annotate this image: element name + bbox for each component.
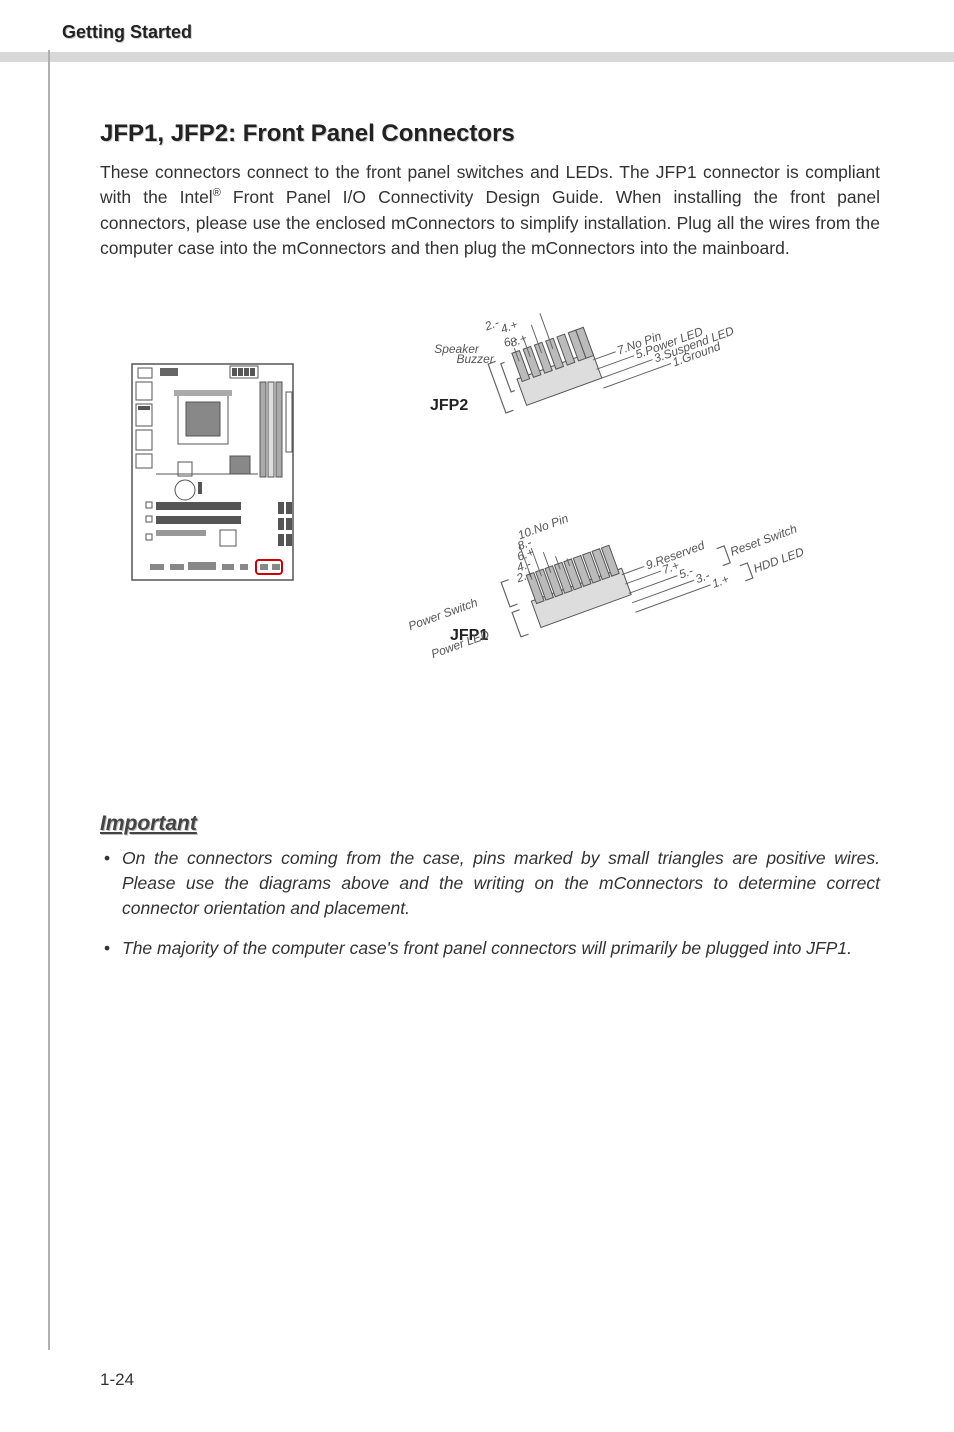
jfp1-power-switch: Power Switch	[406, 595, 479, 633]
svg-text:3.-: 3.-	[694, 568, 712, 586]
svg-text:1.+: 1.+	[710, 571, 731, 590]
svg-text:5.-: 5.-	[677, 563, 695, 581]
jfp2-connector-diagram: Speaker Buzzer 8.+ 6.- 4.+ 2.- 7.No	[390, 272, 810, 492]
page-number: 1-24	[100, 1370, 134, 1390]
registered-mark: ®	[213, 188, 221, 200]
jfp1-hdd-led: HDD LED	[751, 544, 806, 575]
list-item: On the connectors coming from the case, …	[100, 846, 880, 922]
jfp1-connector-diagram: Power Switch Power LED 10.No Pin 8.- 6.+…	[350, 482, 850, 732]
important-heading: Important	[100, 812, 880, 836]
jfp2-buzzer-text: Buzzer	[456, 352, 494, 366]
list-item: The majority of the computer case's fron…	[100, 936, 880, 961]
important-list: On the connectors coming from the case, …	[100, 846, 880, 962]
jfp1-power-led: Power LED	[429, 627, 491, 661]
diagram-area: JFP2 Speaker Buzzer 8.+ 6.-	[100, 282, 880, 782]
section-header: Getting Started	[62, 22, 192, 43]
page-title: JFP1, JFP2: Front Panel Connectors	[100, 120, 880, 148]
main-content: JFP1, JFP2: Front Panel Connectors These…	[100, 120, 880, 975]
motherboard-thumbnail	[130, 362, 295, 582]
intro-paragraph: These connectors connect to the front pa…	[100, 160, 880, 262]
svg-text:2.-: 2.-	[482, 315, 501, 333]
